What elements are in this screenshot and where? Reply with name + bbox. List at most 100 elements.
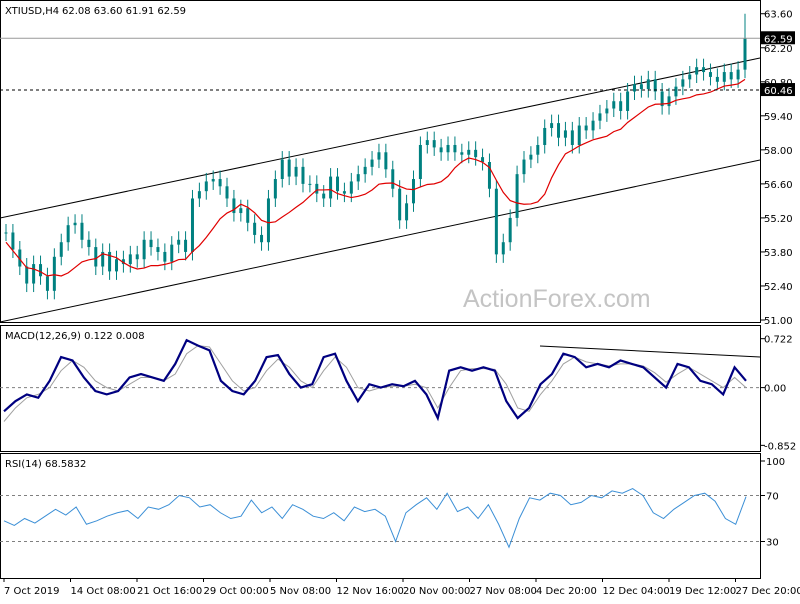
candle-body xyxy=(453,145,456,152)
candle-body xyxy=(564,130,567,137)
candle-body xyxy=(301,167,304,184)
candle-body xyxy=(329,177,332,199)
price-badge-label-support: 60.46 xyxy=(764,86,793,97)
candle-body xyxy=(674,87,677,97)
candle-body xyxy=(605,109,608,114)
rsi-title: RSI(14) 68.5832 xyxy=(5,459,86,470)
candle-body xyxy=(253,223,256,235)
ohlc-readout: 62.08 63.60 61.91 62.59 xyxy=(62,6,186,17)
candle-body xyxy=(709,72,712,77)
candle-body xyxy=(87,240,90,247)
candle-body xyxy=(143,240,146,259)
candle-body xyxy=(598,113,601,120)
candle-body xyxy=(184,240,187,252)
candle-body xyxy=(32,264,35,283)
candle-body xyxy=(226,186,229,198)
price-badge-label-current: 62.59 xyxy=(764,34,793,45)
candle-body xyxy=(585,126,588,131)
price-tick-label: 55.20 xyxy=(764,214,793,225)
candle-body xyxy=(129,254,132,264)
candle-body xyxy=(246,208,249,223)
candle-body xyxy=(315,184,318,194)
candle-body xyxy=(364,167,367,174)
candle-body xyxy=(239,208,242,213)
candle-body xyxy=(295,167,298,177)
x-tick-label: 27 Nov 08:00 xyxy=(470,586,537,597)
price-panel xyxy=(1,1,761,323)
candle-body xyxy=(5,232,8,233)
candle-body xyxy=(191,198,194,251)
x-tick-label: 19 Dec 12:00 xyxy=(669,586,736,597)
candle-body xyxy=(391,169,394,188)
candle-body xyxy=(412,179,415,203)
candle-body xyxy=(619,101,622,111)
candle-body xyxy=(260,235,263,242)
candle-body xyxy=(11,232,14,249)
candle-body xyxy=(177,240,180,245)
candle-body xyxy=(626,92,629,111)
candle-body xyxy=(357,174,360,181)
candle-body xyxy=(502,242,505,254)
candle-body xyxy=(39,264,42,276)
candle-body xyxy=(384,152,387,169)
price-tick-label: 53.80 xyxy=(764,248,793,259)
candle-body xyxy=(433,140,436,147)
candle-body xyxy=(163,252,166,262)
candle-body xyxy=(136,254,139,259)
candle-body xyxy=(668,96,671,106)
price-tick-label: 59.40 xyxy=(764,112,793,123)
candle-body xyxy=(681,79,684,86)
candle-body xyxy=(474,150,477,157)
candle-body xyxy=(212,179,215,181)
candle-body xyxy=(633,84,636,91)
candle-body xyxy=(274,179,277,198)
candle-body xyxy=(578,126,581,145)
candle-body xyxy=(60,242,63,257)
candle-body xyxy=(371,160,374,167)
candle-body xyxy=(550,123,553,128)
watermark: ActionForex.com xyxy=(463,285,651,313)
x-tick-label: 20 Nov 00:00 xyxy=(403,586,470,597)
candle-body xyxy=(730,72,733,79)
candle-body xyxy=(723,72,726,82)
candle-body xyxy=(536,145,539,155)
candle-body xyxy=(219,179,222,186)
candle-body xyxy=(702,67,705,72)
candle-body xyxy=(688,74,691,79)
candle-body xyxy=(543,128,546,145)
x-tick-label: 21 Oct 16:00 xyxy=(137,586,202,597)
candle-body xyxy=(336,177,339,192)
candle-body xyxy=(405,203,408,220)
price-title: XTIUSD,H4 xyxy=(5,6,59,17)
rsi-tick-label: 30 xyxy=(766,538,779,549)
candle-body xyxy=(419,145,422,179)
candle-body xyxy=(460,152,463,154)
x-tick-label: 5 Nov 08:00 xyxy=(270,586,331,597)
x-tick-label: 27 Dec 20:00 xyxy=(736,586,800,597)
candle-body xyxy=(467,150,470,155)
candle-body xyxy=(509,218,512,242)
price-tick-label: 62.20 xyxy=(764,44,793,55)
candle-body xyxy=(529,155,532,160)
x-tick-label: 29 Oct 00:00 xyxy=(204,586,269,597)
candle-body xyxy=(343,191,346,193)
price-tick-label: 56.60 xyxy=(764,180,793,191)
candle-body xyxy=(737,70,740,80)
price-tick-label: 51.00 xyxy=(764,316,793,327)
candle-body xyxy=(447,145,450,152)
macd-tick-label: 0.00 xyxy=(764,384,786,395)
candle-body xyxy=(377,152,380,159)
candle-body xyxy=(592,121,595,131)
candle-body xyxy=(170,245,173,262)
candle-body xyxy=(571,130,574,145)
candle-body xyxy=(716,77,719,82)
candle-body xyxy=(495,189,498,255)
candle-body xyxy=(80,223,83,240)
x-tick-label: 12 Dec 04:00 xyxy=(603,586,670,597)
candle-body xyxy=(74,223,77,225)
x-tick-label: 12 Nov 16:00 xyxy=(337,586,404,597)
candle-body xyxy=(46,276,49,291)
candle-body xyxy=(522,160,525,175)
candle-body xyxy=(94,247,97,266)
